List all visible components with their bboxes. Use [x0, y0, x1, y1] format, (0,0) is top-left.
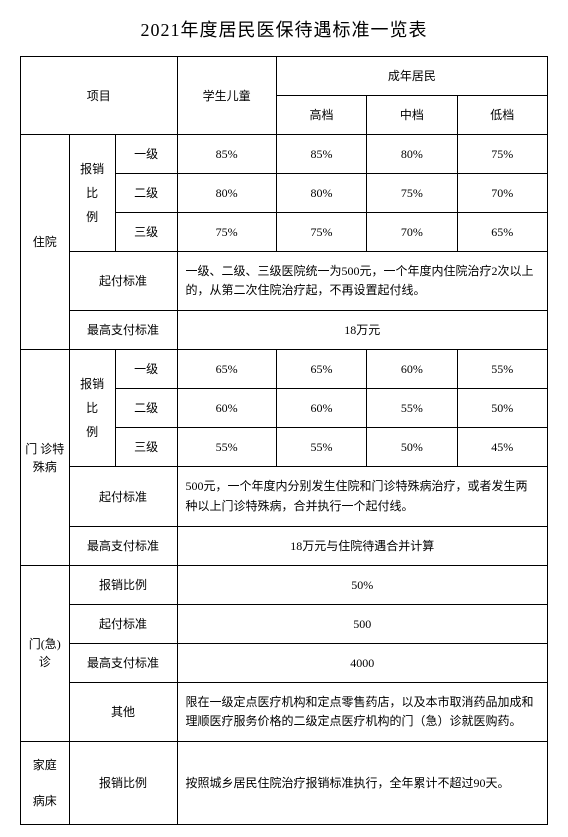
page-title: 2021年度居民医保待遇标准一览表 — [20, 16, 548, 42]
emergency-ratio: 50% — [177, 565, 547, 604]
level3: 三级 — [115, 428, 177, 467]
emergency-ratio-label: 报销比例 — [69, 565, 177, 604]
emergency-deductible: 500 — [177, 604, 547, 643]
cell: 50% — [457, 389, 547, 428]
inpatient-maxpay: 18万元 — [177, 311, 547, 350]
cell: 75% — [177, 213, 276, 252]
section-emergency: 门(急)诊 — [21, 565, 70, 741]
emergency-other-label: 其他 — [69, 682, 177, 741]
cell: 65% — [177, 350, 276, 389]
header-student: 学生儿童 — [177, 57, 276, 135]
cell: 55% — [367, 389, 457, 428]
cell: 80% — [367, 135, 457, 174]
header-project: 项目 — [21, 57, 178, 135]
cell: 65% — [457, 213, 547, 252]
level2: 二级 — [115, 174, 177, 213]
cell: 55% — [177, 428, 276, 467]
cell: 45% — [457, 428, 547, 467]
section-special: 门 诊特殊病 — [21, 350, 70, 565]
special-maxpay: 18万元与住院待遇合并计算 — [177, 526, 547, 565]
cell: 75% — [457, 135, 547, 174]
cell: 60% — [177, 389, 276, 428]
special-deductible-label: 起付标准 — [69, 467, 177, 526]
header-mid: 中档 — [367, 96, 457, 135]
cell: 60% — [276, 389, 366, 428]
special-deductible-note: 500元，一个年度内分别发生住院和门诊特殊病治疗，或者发生两种以上门诊特殊病，合… — [177, 467, 547, 526]
header-adult: 成年居民 — [276, 57, 547, 96]
benefits-table: 项目 学生儿童 成年居民 高档 中档 低档 住院 报销比例 一级 85% 85%… — [20, 56, 548, 825]
section-homebed: 家庭病床 — [21, 742, 70, 825]
inpatient-deductible-label: 起付标准 — [69, 252, 177, 311]
header-high: 高档 — [276, 96, 366, 135]
cell: 85% — [276, 135, 366, 174]
header-low: 低档 — [457, 96, 547, 135]
emergency-other-note: 限在一级定点医疗机构和定点零售药店，以及本市取消药品加成和理顺医疗服务价格的二级… — [177, 682, 547, 741]
cell: 55% — [276, 428, 366, 467]
cell: 75% — [367, 174, 457, 213]
level1: 一级 — [115, 135, 177, 174]
inpatient-ratio-label: 报销比例 — [69, 135, 115, 252]
cell: 80% — [177, 174, 276, 213]
cell: 75% — [276, 213, 366, 252]
cell: 85% — [177, 135, 276, 174]
cell: 60% — [367, 350, 457, 389]
inpatient-deductible-note: 一级、二级、三级医院统一为500元，一个年度内住院治疗2次以上的，从第二次住院治… — [177, 252, 547, 311]
cell: 55% — [457, 350, 547, 389]
homebed-note: 按照城乡居民住院治疗报销标准执行，全年累计不超过90天。 — [177, 742, 547, 825]
emergency-maxpay-label: 最高支付标准 — [69, 643, 177, 682]
emergency-deductible-label: 起付标准 — [69, 604, 177, 643]
inpatient-maxpay-label: 最高支付标准 — [69, 311, 177, 350]
cell: 70% — [457, 174, 547, 213]
special-ratio-label: 报销比例 — [69, 350, 115, 467]
cell: 70% — [367, 213, 457, 252]
cell: 65% — [276, 350, 366, 389]
level2: 二级 — [115, 389, 177, 428]
level3: 三级 — [115, 213, 177, 252]
section-inpatient: 住院 — [21, 135, 70, 350]
special-maxpay-label: 最高支付标准 — [69, 526, 177, 565]
cell: 50% — [367, 428, 457, 467]
homebed-ratio-label: 报销比例 — [69, 742, 177, 825]
level1: 一级 — [115, 350, 177, 389]
cell: 80% — [276, 174, 366, 213]
emergency-maxpay: 4000 — [177, 643, 547, 682]
